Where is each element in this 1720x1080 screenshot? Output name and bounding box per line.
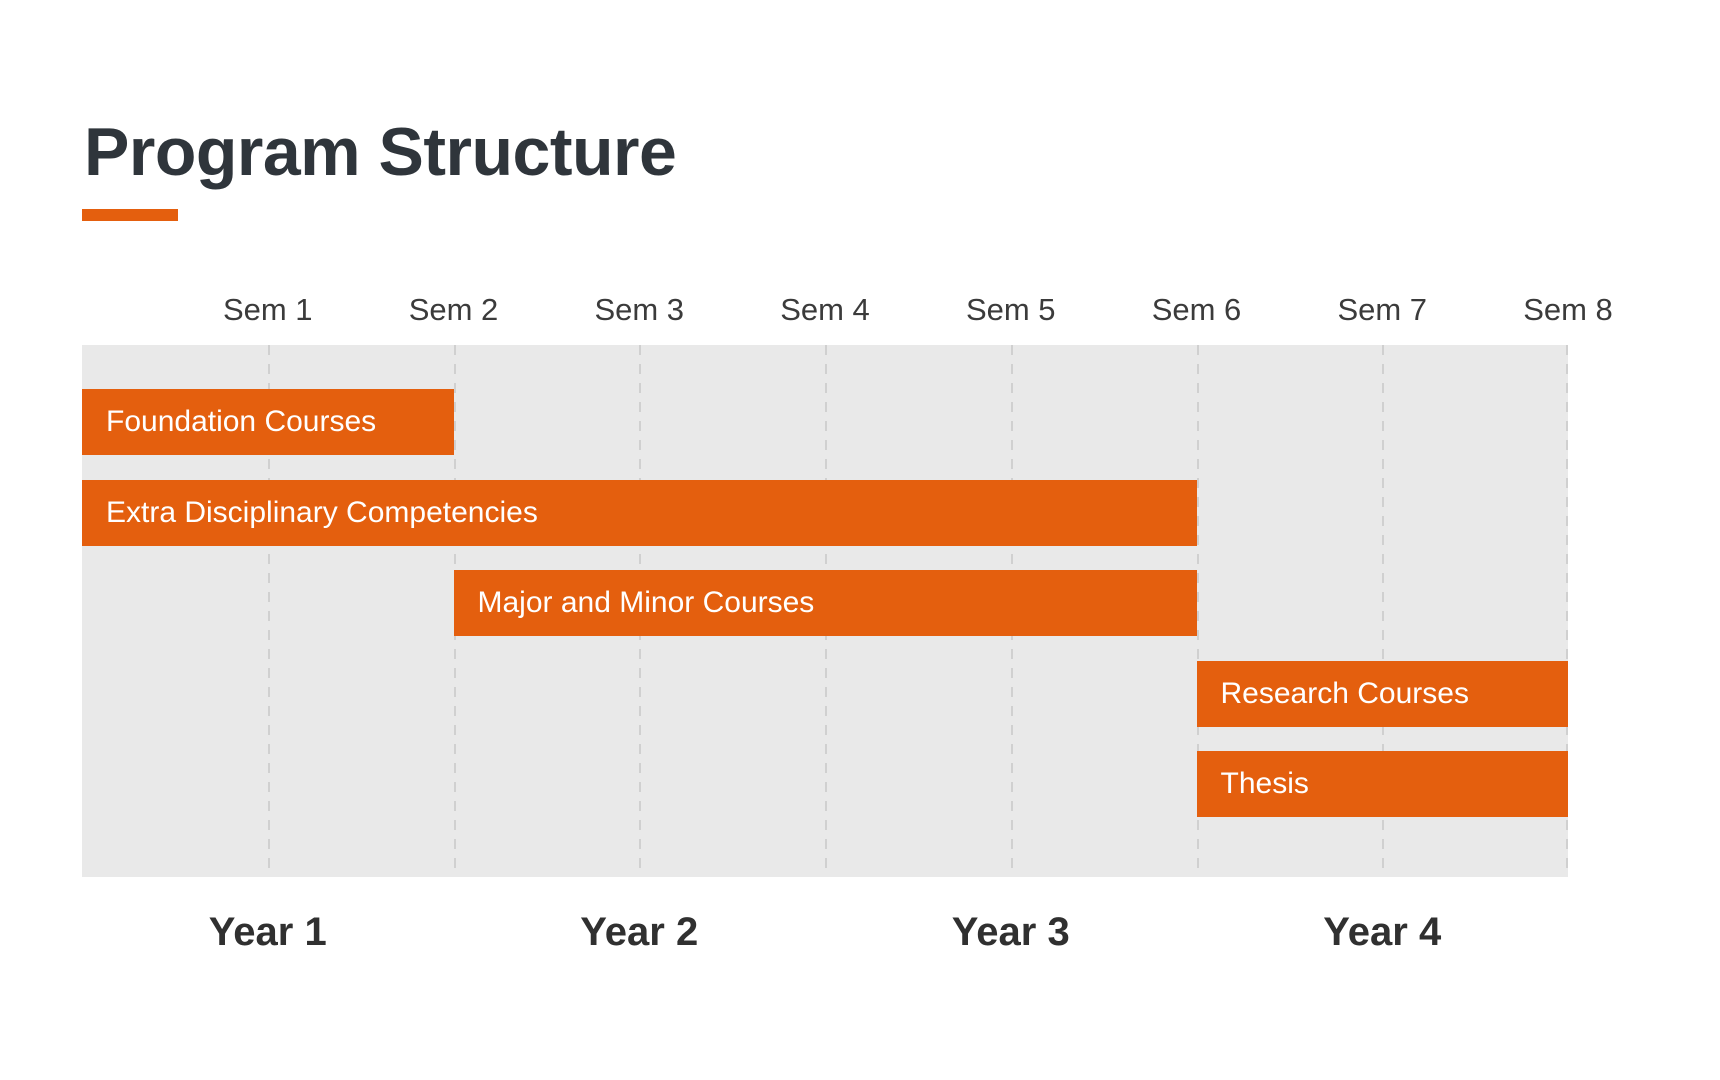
gantt-bar: Major and Minor Courses [453, 570, 1197, 636]
semester-tick-label: Sem 8 [1523, 292, 1613, 327]
year-axis: Year 1 Year 2 Year 3 Year 4 [82, 911, 1568, 953]
year-group-label: Year 3 [951, 910, 1070, 954]
semester-tick-label: Sem 1 [222, 292, 313, 327]
gantt-bar: Research Courses [1196, 660, 1568, 727]
semester-axis: Sem 1 Sem 2 Sem 3 Sem 4 Sem 5 Sem 6 Sem 7 Sem 8 [82, 292, 1613, 327]
semester-gridline [1196, 345, 1199, 877]
gantt-bar: Extra Disciplinary Competencies [82, 479, 1197, 546]
gantt-bar-label: Research Courses [1220, 676, 1469, 710]
semester-gridline [1382, 345, 1385, 877]
gantt-bar-label: Extra Disciplinary Competencies [106, 495, 538, 529]
year-group-label: Year 4 [1323, 910, 1442, 954]
semester-tick-label: Sem 3 [594, 292, 685, 327]
chart-panel: Foundation Courses Extra Disciplinary Com… [82, 345, 1568, 877]
semester-tick-label: Sem 7 [1337, 292, 1428, 327]
semester-tick-label: Sem 6 [1151, 292, 1242, 327]
semester-tick-label: Sem 5 [965, 292, 1056, 327]
gantt-bar: Foundation Courses [82, 389, 454, 455]
gantt-bar-label: Major and Minor Courses [477, 586, 815, 619]
semester-gridline [1566, 345, 1568, 877]
gantt-bar: Thesis [1196, 751, 1568, 817]
year-group-label: Year 1 [208, 910, 327, 954]
semester-tick-label: Sem 4 [780, 292, 870, 327]
semester-tick-label: Sem 2 [408, 292, 499, 327]
page-title: Program Structure [84, 114, 677, 190]
gantt-bar-label: Thesis [1220, 767, 1309, 800]
title-accent-underline [82, 209, 178, 221]
year-group-label: Year 2 [580, 910, 699, 954]
gantt-bar-label: Foundation Courses [106, 405, 377, 438]
semester-gridline [267, 345, 270, 877]
